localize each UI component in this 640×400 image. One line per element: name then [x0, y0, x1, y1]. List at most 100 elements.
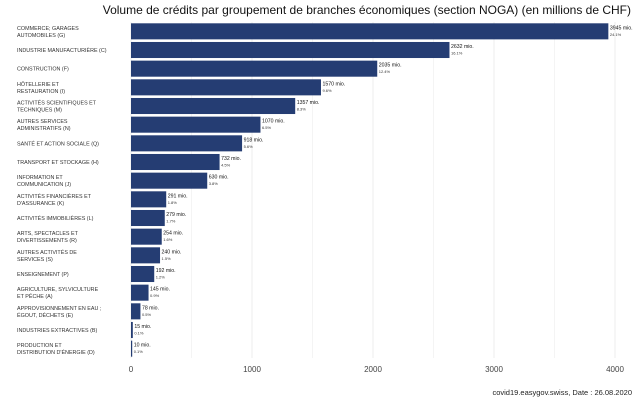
category-label: ACTIVITÉS IMMOBILIÈRES (L): [17, 215, 94, 222]
bar: [131, 153, 220, 171]
category-label-line: TRANSPORT ET STOCKAGE (H): [17, 160, 99, 166]
percent-label: 0.1%: [134, 349, 144, 354]
bar: [131, 23, 609, 40]
value-label: 2035 mio.: [379, 63, 402, 69]
bar: [131, 41, 450, 59]
x-tick-label: 2000: [364, 365, 382, 374]
bar: [131, 97, 296, 115]
category-label-line: SERVICES (S): [17, 257, 53, 263]
category-label-line: ET PÊCHE (A): [17, 292, 53, 300]
bar: [131, 135, 243, 152]
category-label-line: INDUSTRIES EXTRACTIVES (B): [17, 328, 97, 334]
category-label-line: ARTS, SPECTACLES ET: [17, 231, 79, 237]
percent-label: 4.5%: [221, 162, 231, 167]
bars: 3945 mio.24.1% 2632 mio.16.1% 2035 mio.12.…: [131, 23, 633, 357]
category-label-line: PRODUCTION ET: [17, 343, 62, 349]
percent-label: 0.5%: [142, 312, 152, 317]
percent-label: 3.8%: [209, 181, 219, 186]
bar: [131, 191, 167, 208]
category-label: ARTS, SPECTACLES ET DIVERTISSEMENTS (R): [17, 231, 79, 244]
value-label: 630 mio.: [209, 175, 229, 181]
category-labels: COMMERCE; GARAGES AUTOMOBILES (G) INDUSTRI…: [17, 26, 107, 356]
category-label-line: APPROVISIONNEMENT EN EAU ;: [17, 306, 102, 312]
bar: [131, 60, 378, 77]
value-label: 2632 mio.: [451, 44, 474, 50]
percent-label: 9.6%: [322, 88, 332, 93]
category-label-line: COMMERCE; GARAGES: [17, 26, 79, 32]
value-label: 732 mio.: [221, 156, 241, 162]
value-label: 1570 mio.: [322, 81, 345, 87]
value-label: 1070 mio.: [262, 119, 285, 125]
value-label: 10 mio.: [134, 343, 151, 349]
category-label-line: AGRICULTURE, SYLVICULTURE: [17, 287, 99, 293]
grid-lines: [130, 22, 616, 358]
bar: [131, 172, 208, 189]
percent-label: 1.2%: [156, 274, 166, 279]
value-label: 291 mio.: [168, 193, 188, 199]
category-label: ENSEIGNEMENT (P): [17, 272, 69, 278]
category-label: CONSTRUCTION (F): [17, 67, 69, 73]
x-axis: 0 1000 2000 3000 4000: [129, 365, 625, 374]
category-label-line: ACTIVITÉS FINANCIÈRES ET: [17, 193, 92, 200]
category-label-line: CONSTRUCTION (F): [17, 67, 69, 73]
chart-title: Volume de crédits par groupement de bran…: [103, 3, 631, 17]
category-label-line: ADMINISTRATIFS (N): [17, 126, 71, 132]
percent-label: 16.1%: [451, 50, 463, 55]
bar: [131, 321, 133, 339]
percent-label: 0.1%: [134, 330, 144, 335]
percent-label: 1.6%: [163, 237, 173, 242]
value-label: 254 mio.: [163, 231, 183, 237]
bar: [131, 265, 155, 283]
category-label: HÔTELLERIE ET RESTAURATION (I): [17, 81, 65, 95]
category-label-line: ENSEIGNEMENT (P): [17, 272, 69, 278]
category-label: AGRICULTURE, SYLVICULTURE ET PÊCHE (A): [17, 287, 99, 300]
bar: [131, 340, 133, 357]
value-label: 145 mio.: [150, 287, 170, 293]
bar: [131, 247, 161, 264]
bar: [131, 79, 321, 96]
percent-label: 1.7%: [166, 218, 176, 223]
bar: [131, 116, 261, 133]
category-label-line: TECHNIQUES (M): [17, 108, 62, 114]
category-label: ACTIVITÉS SCIENTIFIQUES ET TECHNIQUES (M): [17, 100, 97, 114]
category-label-line: AUTOMOBILES (G): [17, 33, 65, 39]
category-label: APPROVISIONNEMENT EN EAU ; ÉGOUT, DÉCHETS…: [17, 306, 102, 319]
category-label: AUTRES ACTIVITÉS DE SERVICES (S): [17, 249, 77, 263]
category-label: INDUSTRIES EXTRACTIVES (B): [17, 328, 97, 334]
category-label-line: INDUSTRIE MANUFACTURIÈRE (C): [17, 47, 107, 54]
category-label-line: SANTÉ ET ACTION SOCIALE (Q): [17, 140, 99, 147]
bar: [131, 284, 149, 301]
percent-label: 12.4%: [379, 69, 391, 74]
category-label: SANTÉ ET ACTION SOCIALE (Q): [17, 140, 99, 147]
percent-label: 8.3%: [297, 106, 307, 111]
value-label: 3945 mio.: [610, 25, 633, 31]
x-tick-label: 3000: [485, 365, 503, 374]
category-label-line: ACTIVITÉS SCIENTIFIQUES ET: [17, 100, 97, 107]
x-tick-label: 0: [129, 365, 134, 374]
value-label: 1357 mio.: [297, 100, 320, 106]
x-tick-label: 4000: [606, 365, 624, 374]
percent-label: 0.9%: [150, 293, 160, 298]
category-label-line: DIVERTISSEMENTS (R): [17, 238, 77, 244]
category-label-line: INFORMATION ET: [17, 175, 63, 181]
category-label-line: HÔTELLERIE ET: [17, 81, 60, 88]
category-label-line: RESTAURATION (I): [17, 89, 65, 95]
bar: [131, 209, 165, 227]
category-label-line: AUTRES ACTIVITÉS DE: [17, 249, 77, 256]
category-label: INFORMATION ET COMMUNICATION (J): [17, 175, 71, 188]
percent-label: 24.1%: [610, 32, 622, 37]
category-label-line: COMMUNICATION (J): [17, 182, 71, 188]
category-label-line: D'ASSURANCE (K): [17, 201, 64, 207]
value-label: 15 mio.: [134, 324, 151, 330]
category-label-line: AUTRES SERVICES: [17, 119, 68, 125]
category-label: AUTRES SERVICES ADMINISTRATIFS (N): [17, 119, 71, 132]
category-label: TRANSPORT ET STOCKAGE (H): [17, 160, 99, 166]
category-label-line: DISTRIBUTION D'ÉNERGIE (D): [17, 349, 95, 356]
category-label-line: ÉGOUT, DÉCHETS (E): [17, 312, 73, 319]
percent-label: 5.6%: [244, 144, 254, 149]
value-label: 192 mio.: [156, 268, 176, 274]
category-label: INDUSTRIE MANUFACTURIÈRE (C): [17, 47, 107, 54]
value-label: 78 mio.: [142, 305, 159, 311]
category-label: ACTIVITÉS FINANCIÈRES ET D'ASSURANCE (K): [17, 193, 92, 207]
